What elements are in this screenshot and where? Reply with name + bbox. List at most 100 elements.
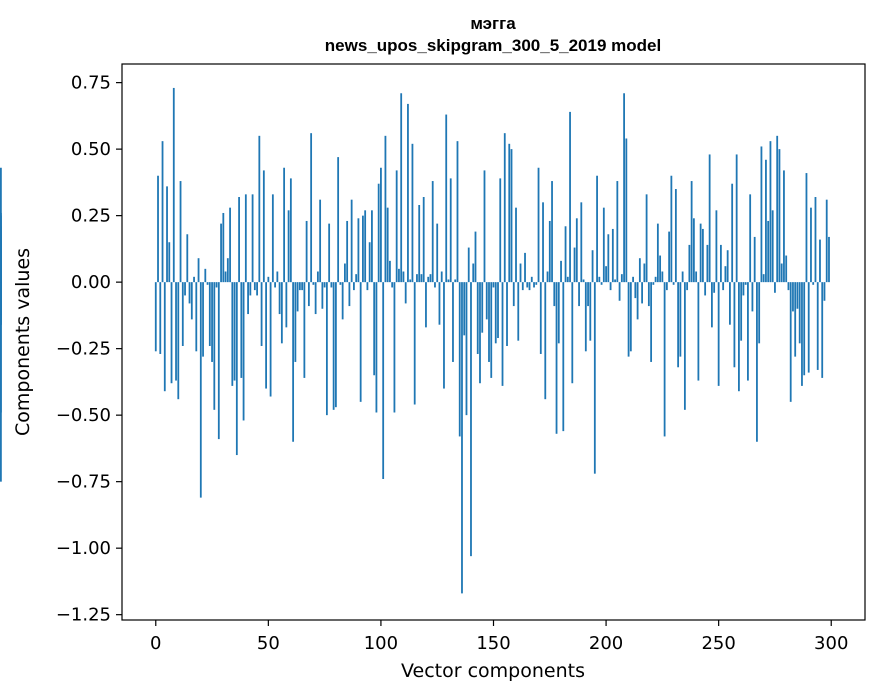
bar bbox=[168, 242, 171, 283]
y-tick-label: −1.00 bbox=[56, 538, 111, 559]
bar bbox=[720, 244, 722, 283]
bar bbox=[283, 167, 286, 283]
bar bbox=[350, 199, 353, 283]
bar bbox=[724, 266, 727, 283]
bar bbox=[172, 87, 175, 283]
bar bbox=[494, 282, 497, 344]
bar bbox=[413, 282, 416, 405]
y-tick-label: 0.00 bbox=[71, 272, 111, 293]
y-tick-label: −0.25 bbox=[56, 339, 111, 360]
bar bbox=[202, 282, 204, 357]
bar bbox=[231, 282, 234, 386]
bar bbox=[375, 282, 378, 413]
bar bbox=[492, 282, 495, 288]
bar bbox=[386, 207, 389, 283]
bar bbox=[821, 282, 824, 378]
bar bbox=[404, 282, 407, 304]
bar bbox=[686, 282, 689, 291]
bar bbox=[271, 194, 274, 283]
bar bbox=[452, 282, 454, 362]
bar bbox=[677, 282, 680, 368]
bar bbox=[548, 220, 551, 283]
bar bbox=[346, 220, 349, 283]
bar bbox=[679, 282, 682, 357]
chart-title-line2: news_upos_skipgram_300_5_2019 model bbox=[325, 36, 661, 55]
bar bbox=[184, 282, 186, 296]
bar bbox=[740, 282, 743, 341]
bar bbox=[303, 282, 306, 378]
bar bbox=[292, 282, 295, 442]
bar bbox=[364, 210, 367, 283]
bar bbox=[596, 175, 598, 283]
bar bbox=[618, 282, 621, 301]
bar bbox=[217, 282, 220, 440]
bar bbox=[242, 282, 245, 421]
bar bbox=[607, 234, 610, 283]
bar bbox=[323, 282, 326, 288]
bar bbox=[776, 135, 779, 283]
y-tick-label: 0.50 bbox=[71, 139, 111, 160]
bar bbox=[260, 282, 263, 346]
bar bbox=[251, 194, 254, 283]
x-tick-label: 250 bbox=[701, 633, 735, 654]
bar bbox=[589, 282, 592, 341]
bar bbox=[645, 194, 648, 283]
bar bbox=[692, 218, 695, 283]
bar bbox=[476, 282, 479, 354]
bar bbox=[661, 271, 664, 283]
x-tick-label: 0 bbox=[150, 633, 161, 654]
bar bbox=[341, 282, 344, 320]
bar bbox=[771, 210, 774, 283]
bar bbox=[632, 276, 634, 283]
y-axis-ticks: 0.75 0.50 0.25 0.00 −0.25 −0.50 −0.75 −1.00 −1.2… bbox=[56, 73, 122, 626]
bar bbox=[339, 282, 342, 285]
bar bbox=[760, 146, 763, 283]
bar bbox=[598, 276, 601, 283]
bar bbox=[409, 279, 412, 283]
bar bbox=[699, 223, 702, 283]
bar bbox=[512, 282, 515, 307]
bar bbox=[726, 250, 729, 283]
bar bbox=[517, 282, 520, 341]
bar bbox=[213, 282, 216, 410]
bar bbox=[587, 282, 589, 307]
bar bbox=[238, 197, 240, 283]
bar bbox=[683, 282, 686, 410]
bar bbox=[247, 282, 249, 315]
bar bbox=[175, 282, 177, 381]
x-axis-ticks: 0 50 100 150 200 250 300 bbox=[150, 620, 848, 654]
bar bbox=[431, 181, 434, 283]
bar bbox=[783, 170, 785, 283]
bar bbox=[636, 282, 639, 320]
bar bbox=[744, 282, 747, 285]
bar bbox=[751, 282, 754, 312]
bar bbox=[0, 212, 2, 283]
bar bbox=[778, 149, 781, 283]
bar bbox=[695, 271, 698, 283]
x-tick-label: 200 bbox=[589, 633, 623, 654]
bar bbox=[747, 282, 749, 381]
bar bbox=[510, 149, 513, 283]
bar bbox=[274, 282, 276, 288]
bar bbox=[580, 202, 583, 283]
bar bbox=[348, 282, 351, 307]
bar bbox=[193, 276, 195, 283]
bar bbox=[614, 279, 616, 283]
bar bbox=[391, 282, 394, 288]
bar bbox=[706, 244, 709, 283]
bar bbox=[154, 282, 157, 352]
bar bbox=[481, 282, 484, 333]
bar bbox=[566, 276, 569, 283]
bar bbox=[749, 194, 752, 283]
bar bbox=[758, 282, 761, 344]
bar bbox=[199, 282, 202, 498]
bar bbox=[729, 282, 731, 325]
bar bbox=[449, 178, 452, 283]
bar bbox=[443, 282, 445, 389]
bar bbox=[503, 133, 506, 283]
bar bbox=[616, 181, 619, 283]
bar bbox=[625, 138, 628, 283]
bar bbox=[672, 282, 675, 285]
bar bbox=[465, 282, 468, 416]
bar bbox=[253, 282, 256, 291]
